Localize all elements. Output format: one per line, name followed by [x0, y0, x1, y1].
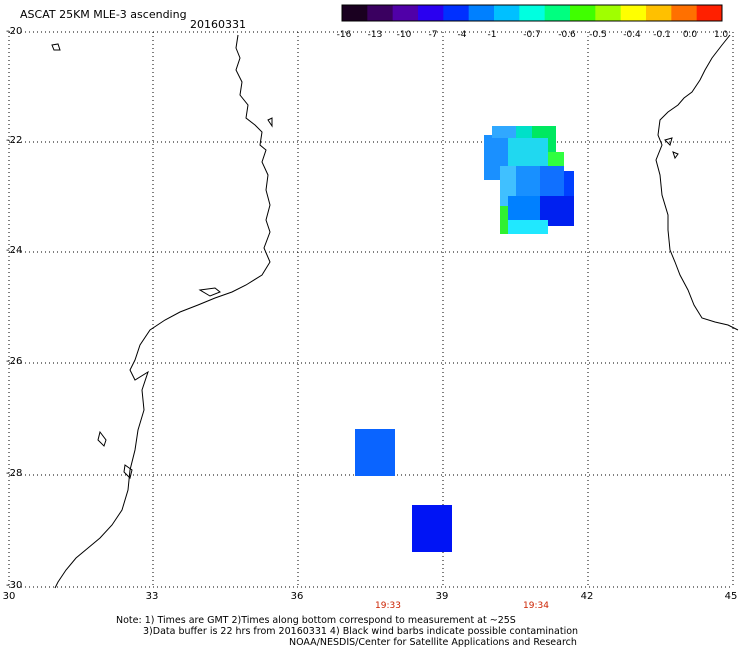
colorbar-swatch — [570, 5, 596, 21]
colorbar-swatch — [620, 5, 647, 21]
colorbar-swatch — [468, 5, 495, 21]
graticule-grid — [8, 31, 734, 588]
x-tick-label: 39 — [435, 591, 449, 602]
colorbar-swatch — [519, 5, 546, 21]
time-label: 19:34 — [523, 601, 549, 611]
data-cell — [500, 206, 508, 234]
x-tick-label: 45 — [724, 591, 738, 602]
data-cell — [412, 505, 452, 552]
colorbar-tick-label: -10 — [396, 30, 412, 40]
colorbar-swatch — [696, 5, 723, 21]
y-tick-label: -28 — [6, 468, 23, 479]
wind-data-swath — [355, 126, 574, 552]
colorbar-swatch — [342, 5, 368, 21]
data-cell — [540, 166, 564, 196]
x-tick-label: 30 — [2, 591, 16, 602]
note-line-3: NOAA/NESDIS/Center for Satellite Applica… — [289, 637, 577, 648]
colorbar-swatch — [443, 5, 470, 21]
coastline — [51, 34, 739, 589]
colorbar-swatch — [544, 5, 571, 21]
y-tick-label: -30 — [6, 580, 23, 591]
colorbar-tick-label: -13 — [367, 30, 383, 40]
colorbar-tick-label: -0.7 — [523, 30, 541, 40]
time-label: 19:33 — [375, 601, 401, 611]
colorbar-tick-label: 1.0 — [713, 30, 729, 40]
colorbar-swatch — [367, 5, 394, 21]
y-tick-label: -20 — [6, 26, 23, 37]
data-cell — [492, 126, 516, 138]
data-cell — [508, 196, 540, 220]
y-tick-label: -26 — [6, 356, 23, 367]
colorbar-swatch — [494, 5, 520, 21]
note-line-1: Note: 1) Times are GMT 2)Times along bot… — [116, 615, 516, 626]
colorbar-tick-label: -16 — [336, 30, 352, 40]
colorbar-tick-label: -4 — [457, 30, 467, 40]
colorbar-swatch — [418, 5, 444, 21]
data-cell — [548, 152, 564, 168]
data-cell — [508, 220, 548, 234]
colorbar-swatch — [671, 5, 698, 21]
note-line-2: 3)Data buffer is 22 hrs from 20160331 4)… — [143, 626, 579, 637]
x-tick-label: 42 — [580, 591, 594, 602]
colorbar-tick-label: -0.5 — [589, 30, 607, 40]
map-date: 20160331 — [190, 18, 246, 31]
y-tick-label: -22 — [6, 135, 23, 146]
data-cell — [355, 429, 395, 476]
colorbar-tick-label: -0.6 — [558, 30, 576, 40]
colorbar — [341, 4, 723, 22]
colorbar-swatch — [392, 5, 419, 21]
colorbar-frame — [341, 4, 723, 22]
map-title: ASCAT 25KM MLE-3 ascending — [20, 8, 187, 21]
colorbar-tick-label: 0.0 — [682, 30, 698, 40]
x-tick-label: 36 — [290, 591, 304, 602]
colorbar-swatch — [646, 5, 672, 21]
colorbar-tick-label: -1 — [487, 30, 497, 40]
colorbar-tick-label: -7 — [428, 30, 438, 40]
colorbar-tick-label: -0.4 — [623, 30, 641, 40]
x-tick-label: 33 — [145, 591, 159, 602]
colorbar-tick-label: -0.1 — [653, 30, 671, 40]
data-cell — [508, 138, 548, 168]
colorbar-swatch — [595, 5, 622, 21]
data-cell — [516, 166, 540, 196]
y-tick-label: -24 — [6, 245, 23, 256]
